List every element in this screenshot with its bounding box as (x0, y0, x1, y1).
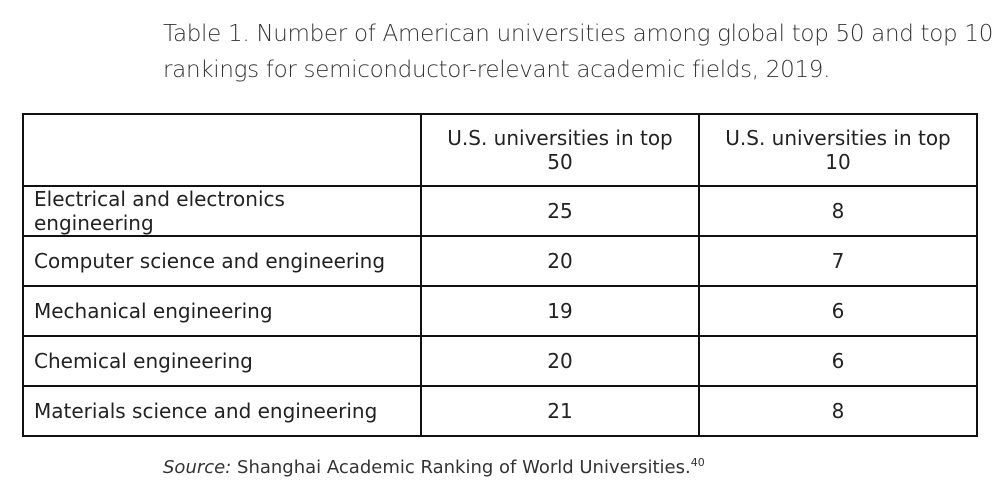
value-cell: 8 (698, 385, 978, 437)
table-row: Materials science and engineering 21 8 (22, 385, 978, 437)
table-row: Computer science and engineering 20 7 (22, 235, 978, 287)
value-cell: 21 (420, 385, 700, 437)
title-line: Table 1. Number of American universities… (163, 21, 994, 47)
row-label: Chemical engineering (22, 335, 422, 387)
value-cell: 8 (698, 185, 978, 237)
table-body: Electrical and electronics engineering 25… (22, 185, 978, 437)
table-row: Electrical and electronics engineering 25… (22, 185, 978, 237)
data-table: U.S. universities in top 50 U.S. univers… (22, 113, 978, 437)
row-label: Mechanical engineering (22, 285, 422, 337)
value-cell: 20 (420, 235, 700, 287)
value-cell: 6 (698, 335, 978, 387)
row-label: Electrical and electronics engineering (22, 185, 422, 237)
title: Table 1. Number of American universities… (163, 16, 993, 88)
table-row: Chemical engineering 20 6 (22, 335, 978, 387)
value-cell: 19 (420, 285, 700, 337)
header-cell: U.S. universities in top 50 (420, 113, 700, 187)
value-cell: 25 (420, 185, 700, 237)
source-label: Source: (163, 457, 232, 478)
source: Source: Shanghai Academic Ranking of Wor… (163, 456, 705, 478)
header-cell (22, 113, 422, 187)
row-label: Computer science and engineering (22, 235, 422, 287)
row-label: Materials science and engineering (22, 385, 422, 437)
value-cell: 7 (698, 235, 978, 287)
value-cell: 20 (420, 335, 700, 387)
header-cell: U.S. universities in top 10 (698, 113, 978, 187)
header-row: U.S. universities in top 50 U.S. univers… (22, 113, 978, 187)
footnote: 40 (690, 456, 705, 469)
value-cell: 6 (698, 285, 978, 337)
table-row: Mechanical engineering 19 6 (22, 285, 978, 337)
source-text: Shanghai Academic Ranking of World Unive… (237, 457, 691, 478)
title-line: rankings for semiconductor-relevant acad… (163, 57, 831, 83)
